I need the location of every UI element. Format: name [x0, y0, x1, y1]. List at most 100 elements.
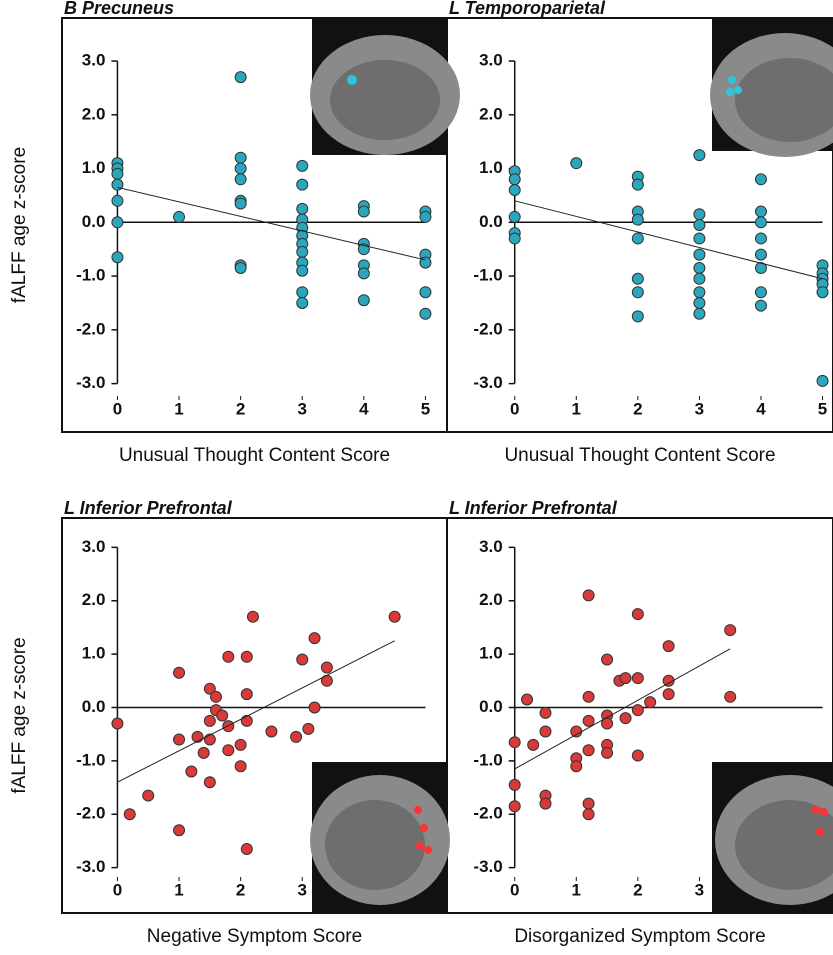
point	[694, 287, 705, 298]
point	[540, 707, 551, 718]
x-tick-label: 0	[510, 880, 519, 899]
point	[235, 72, 246, 83]
point	[112, 195, 123, 206]
point	[755, 217, 766, 228]
point	[174, 825, 185, 836]
y-tick-label: 0.0	[479, 212, 503, 231]
point	[509, 801, 520, 812]
point	[632, 273, 643, 284]
point	[291, 731, 302, 742]
point	[204, 777, 215, 788]
y-axis-label: fALFF age z-score	[9, 637, 30, 793]
y-tick-label: -2.0	[473, 319, 502, 338]
point	[663, 641, 674, 652]
panel-title: L Inferior Prefrontal	[64, 498, 233, 518]
y-tick-label: 2.0	[479, 590, 503, 609]
x-axis-label: Disorganized Symptom Score	[514, 926, 765, 947]
point	[540, 798, 551, 809]
trend-line	[117, 187, 425, 260]
point	[694, 233, 705, 244]
point	[663, 689, 674, 700]
point	[583, 590, 594, 601]
x-tick-label: 2	[236, 399, 245, 418]
point	[755, 287, 766, 298]
point	[297, 160, 308, 171]
point	[112, 217, 123, 228]
x-tick-label: 0	[510, 399, 519, 418]
point	[297, 179, 308, 190]
point	[571, 158, 582, 169]
point	[694, 249, 705, 260]
point	[420, 287, 431, 298]
point	[217, 710, 228, 721]
point	[358, 268, 369, 279]
x-tick-label: 1	[174, 880, 183, 899]
y-tick-label: -1.0	[473, 750, 502, 769]
point	[571, 726, 582, 737]
x-axis-label: Unusual Thought Content Score	[504, 445, 775, 466]
point	[694, 263, 705, 274]
x-tick-label: 3	[298, 399, 307, 418]
point	[509, 174, 520, 185]
inset	[710, 19, 833, 157]
point	[602, 654, 613, 665]
point	[192, 731, 203, 742]
x-tick-label: 2	[236, 880, 245, 899]
y-tick-label: -2.0	[473, 804, 502, 823]
point	[509, 233, 520, 244]
point	[235, 198, 246, 209]
point	[632, 233, 643, 244]
x-tick-label: 3	[695, 399, 704, 418]
x-axis-label: Negative Symptom Score	[147, 926, 362, 947]
point	[235, 163, 246, 174]
x-tick-label: 0	[113, 399, 122, 418]
point	[583, 798, 594, 809]
x-tick-label: 3	[695, 880, 704, 899]
point	[303, 723, 314, 734]
y-tick-label: -1.0	[76, 750, 105, 769]
x-tick-label: 4	[359, 399, 369, 418]
point	[235, 152, 246, 163]
y-axis-label: fALFF age z-score	[9, 147, 30, 303]
point	[235, 739, 246, 750]
point	[694, 209, 705, 220]
point	[309, 702, 320, 713]
point	[223, 745, 234, 756]
y-tick-label: 3.0	[479, 537, 503, 556]
point	[632, 287, 643, 298]
point	[235, 263, 246, 274]
figure: B Precuneus Unusual Thought Content Score…	[0, 0, 833, 950]
y-tick-label: -3.0	[76, 373, 105, 392]
point	[755, 300, 766, 311]
point	[321, 662, 332, 673]
x-tick-label: 3	[298, 880, 307, 899]
point	[632, 609, 643, 620]
y-tick-label: -1.0	[76, 266, 105, 285]
point	[694, 150, 705, 161]
point	[509, 211, 520, 222]
trend-line	[515, 201, 823, 279]
point	[247, 611, 258, 622]
point	[522, 694, 533, 705]
point	[186, 766, 197, 777]
panel-title: B Precuneus	[64, 0, 174, 18]
point	[198, 747, 209, 758]
point	[583, 809, 594, 820]
point	[583, 691, 594, 702]
point	[124, 809, 135, 820]
point	[602, 747, 613, 758]
point	[632, 705, 643, 716]
point	[509, 779, 520, 790]
point	[241, 843, 252, 854]
x-tick-label: 1	[572, 399, 581, 418]
y-tick-label: 1.0	[479, 644, 503, 663]
trend-line	[117, 641, 394, 782]
point	[632, 179, 643, 190]
point	[632, 673, 643, 684]
point	[174, 667, 185, 678]
point	[694, 308, 705, 319]
point	[358, 295, 369, 306]
point	[223, 651, 234, 662]
point	[571, 761, 582, 772]
point	[297, 297, 308, 308]
